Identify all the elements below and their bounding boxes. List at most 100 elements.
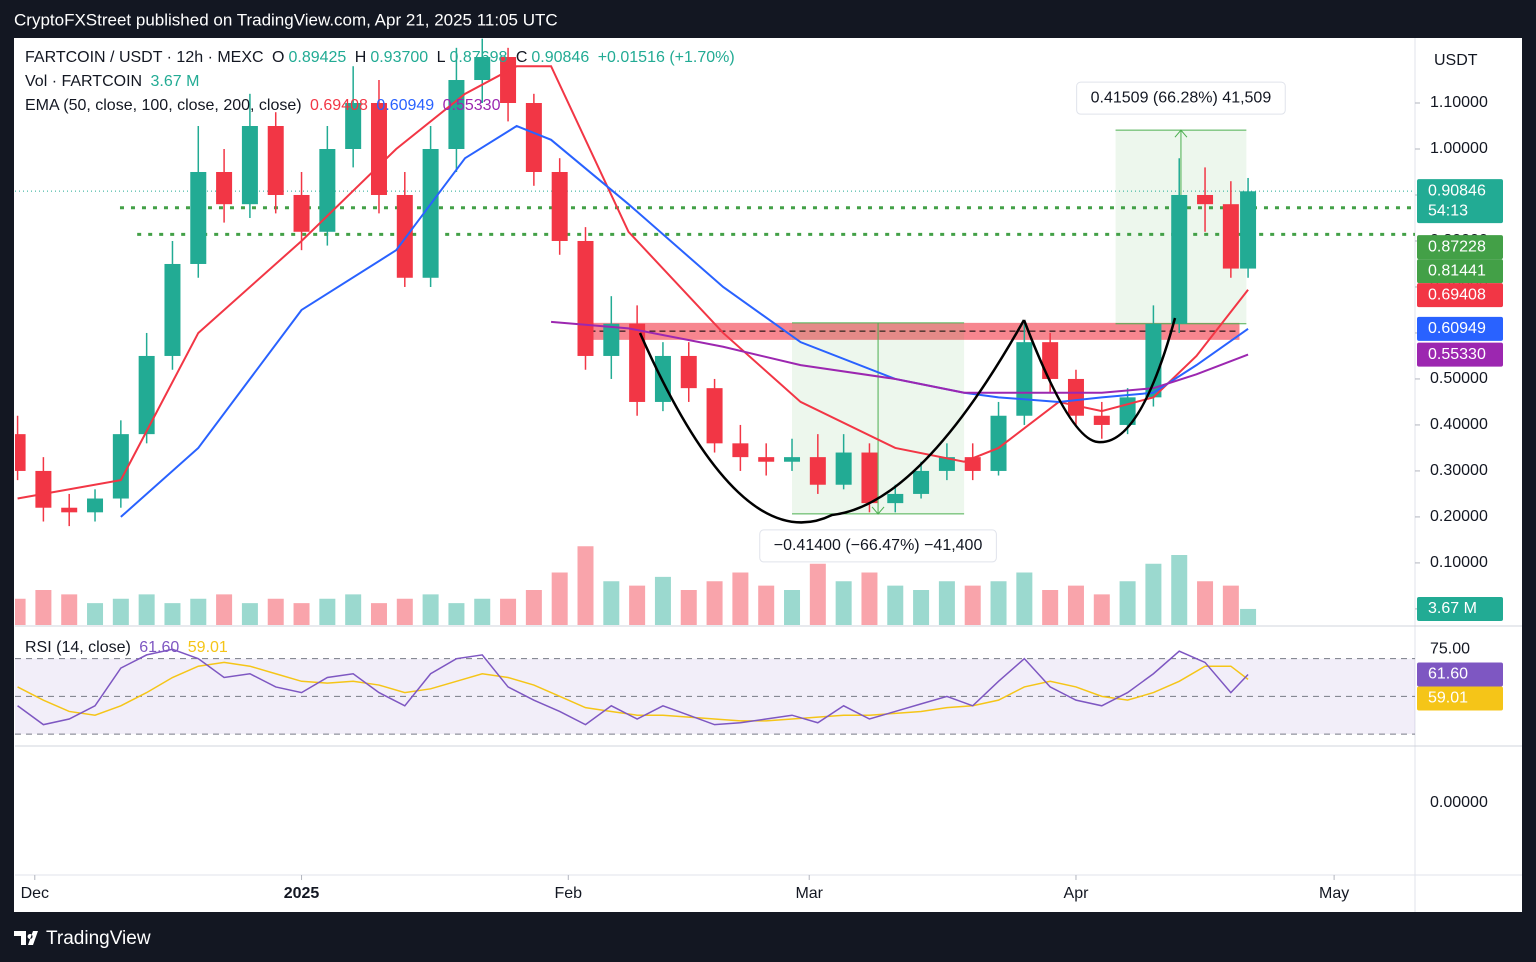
ema-label: 0.60949 xyxy=(1428,320,1486,337)
candle-body xyxy=(551,171,568,241)
candle-body xyxy=(1222,204,1239,269)
rsi-label: 59.01 xyxy=(1428,690,1468,707)
candle-body xyxy=(629,323,646,402)
x-tick-label: Mar xyxy=(795,885,823,902)
ema-title: EMA (50, close, 100, close, 200, close) xyxy=(25,97,302,114)
volume-bar xyxy=(577,546,594,625)
candle-body xyxy=(1067,378,1084,416)
volume-bar xyxy=(938,581,955,625)
candle-body xyxy=(138,355,155,435)
ohlc-value: 0.93700 xyxy=(370,49,429,66)
footer-logo: TradingView xyxy=(14,928,151,949)
candle-body xyxy=(61,507,78,513)
volume-bar xyxy=(345,594,362,625)
volume-bar xyxy=(500,598,517,625)
y-tick-label: 0.20000 xyxy=(1430,508,1488,525)
volume-bar xyxy=(138,594,155,625)
candle-body xyxy=(525,103,542,172)
candle-body xyxy=(990,415,1007,471)
volume-bar xyxy=(1171,555,1188,625)
price-pane xyxy=(15,38,1415,625)
volume-bar xyxy=(964,585,981,625)
volume-bar xyxy=(706,581,723,625)
level-label: 0.87228 xyxy=(1428,238,1486,255)
rsi-ma-line xyxy=(17,661,1249,722)
vol-title: Vol · FARTCOIN xyxy=(25,73,143,90)
rsi-label: 61.60 xyxy=(1428,666,1468,683)
ema-label: 0.69408 xyxy=(1428,286,1486,303)
candle-body xyxy=(15,434,26,471)
volume-bar xyxy=(758,585,775,625)
ema-line xyxy=(550,320,1249,394)
candle-body xyxy=(1145,323,1162,398)
candle-body xyxy=(267,126,284,195)
candle-body xyxy=(913,470,930,494)
candle-body xyxy=(293,194,310,232)
volume-bar xyxy=(861,572,878,625)
candle-body xyxy=(87,498,104,513)
candle-body xyxy=(370,103,387,195)
rsi-label-box xyxy=(1417,662,1503,687)
level-label: 0.81441 xyxy=(1428,262,1486,279)
y-tick-label: 1.00000 xyxy=(1430,140,1488,157)
header: CryptoFXStreet published on TradingView.… xyxy=(14,10,558,29)
legend-line: RSI (14, close) 61.60 59.01 xyxy=(25,639,232,657)
ema-label-box xyxy=(1417,283,1503,308)
y-tick-label: 0.30000 xyxy=(1430,462,1488,479)
vol-value: 3.67 M xyxy=(150,73,200,90)
volume-bar xyxy=(87,603,104,625)
candle-body xyxy=(1240,191,1257,269)
candle-body xyxy=(835,452,852,485)
volume-bar xyxy=(1145,563,1162,625)
rsi-title: RSI (14, close) xyxy=(25,639,131,656)
candle-body xyxy=(603,323,620,356)
volume-bar xyxy=(1093,594,1110,625)
candle-body xyxy=(1093,415,1110,425)
volume-bar xyxy=(448,603,465,625)
volume-bar xyxy=(1016,572,1033,625)
candle-body xyxy=(1171,194,1188,324)
volume-bar xyxy=(112,598,129,625)
x-tick-label: Dec xyxy=(21,885,49,902)
measure-label: 0.41509 (66.28%) 41,509 xyxy=(1091,89,1272,106)
measure-label: −0.41400 (−66.47%) −41,400 xyxy=(774,537,983,554)
legend-line: Vol · FARTCOIN 3.67 M xyxy=(25,73,203,91)
volume-label-box xyxy=(1417,596,1503,621)
volume-bar xyxy=(525,590,542,625)
candle-body xyxy=(784,457,801,462)
measure-label-box xyxy=(1076,81,1286,115)
rsi-line xyxy=(17,648,1249,726)
volume-bar xyxy=(422,594,439,625)
volume-bar xyxy=(293,603,310,625)
volume-bar xyxy=(887,585,904,625)
candle-body xyxy=(1119,397,1136,425)
candle-body xyxy=(861,452,878,504)
volume-bar xyxy=(474,598,491,625)
volume-bar xyxy=(15,598,26,625)
volume-bar xyxy=(732,572,749,625)
y-tick-label: 0.40000 xyxy=(1430,416,1488,433)
y-tick-label: 1.10000 xyxy=(1430,94,1488,111)
volume-bar xyxy=(35,590,52,625)
candle-body xyxy=(190,171,207,264)
volume-bar xyxy=(61,594,78,625)
volume-bar xyxy=(190,598,207,625)
ema-label: 0.55330 xyxy=(1428,346,1486,363)
candle-body xyxy=(345,103,362,149)
candle-body xyxy=(422,148,439,278)
y-tick-label: 0.50000 xyxy=(1430,370,1488,387)
candle-body xyxy=(474,57,491,81)
candle-body xyxy=(938,457,955,471)
ema-line xyxy=(120,124,1249,518)
footer-text: TradingView xyxy=(46,928,151,949)
rsi-value: 61.60 xyxy=(139,639,180,656)
candle-body xyxy=(680,355,697,389)
ohlc-value: 0.87698 xyxy=(449,49,508,66)
ohlc-key: O xyxy=(272,49,285,66)
candle-body xyxy=(35,470,52,508)
ohlc-value: 0.89425 xyxy=(288,49,347,66)
volume-bar xyxy=(784,590,801,625)
candle-body xyxy=(577,240,594,356)
